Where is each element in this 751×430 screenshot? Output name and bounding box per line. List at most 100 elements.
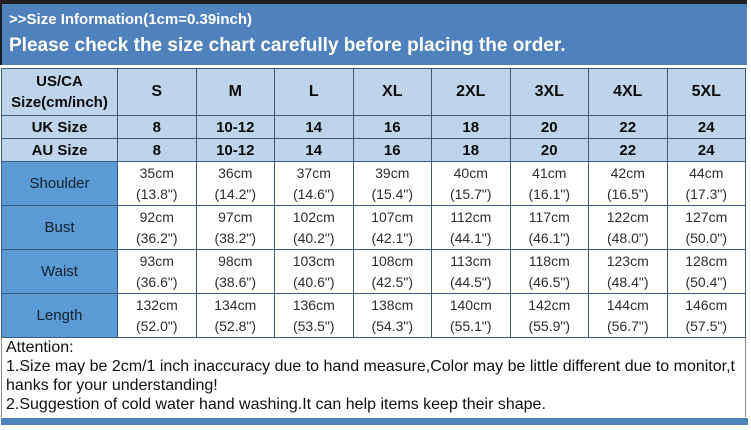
measure-label: Bust <box>1 205 118 250</box>
attention-title: Attention: <box>6 339 74 356</box>
au-size-value: 16 <box>352 138 432 162</box>
cm-value: 97cm <box>218 208 253 225</box>
inch-value: (15.4") <box>371 185 414 202</box>
cm-value: 122cm <box>606 208 649 225</box>
measure-cell: 92cm (36.2") <box>117 205 197 250</box>
measure-row-shoulder: Shoulder 35cm (13.8") 36cm (14.2") 37cm (14… <box>1 161 746 206</box>
banner: >>Size Information(1cm=0.39inch) Please … <box>0 0 747 65</box>
au-size-value: 20 <box>509 138 589 162</box>
size-col-header: S <box>117 68 197 116</box>
size-col-header: 4XL <box>588 68 668 116</box>
measure-cell: 93cm (36.6") <box>117 249 197 294</box>
inch-value: (38.6") <box>214 273 257 290</box>
cm-value: 144cm <box>606 296 649 313</box>
au-size-value: 22 <box>588 138 668 162</box>
measure-cell: 140cm (55.1") <box>431 293 511 338</box>
measure-label: Waist <box>1 249 118 294</box>
inch-value: (48.4") <box>606 273 649 290</box>
corner-header-line2: Size(cm/inch) <box>11 94 108 111</box>
uk-size-label: UK Size <box>1 115 118 139</box>
measure-cell: 123cm (48.4") <box>588 249 668 294</box>
size-col-header: M <box>195 68 275 116</box>
measure-cell: 144cm (56.7") <box>588 293 668 338</box>
measure-cell: 107cm (42.1") <box>352 205 432 250</box>
uk-size-value: 8 <box>117 115 197 139</box>
uk-size-value: 24 <box>666 115 746 139</box>
measure-cell: 122cm (48.0") <box>588 205 668 250</box>
uk-size-value: 16 <box>352 115 432 139</box>
measure-cell: 39cm (15.4") <box>352 161 432 206</box>
measure-cell: 142cm (55.9") <box>509 293 589 338</box>
cm-value: 113cm <box>450 252 492 269</box>
inch-value: (46.1") <box>528 229 571 246</box>
cm-value: 123cm <box>606 252 649 269</box>
measure-cell: 118cm (46.5") <box>509 249 589 294</box>
cm-value: 102cm <box>292 208 335 225</box>
inch-value: (54.3") <box>371 317 414 334</box>
inch-value: (50.4") <box>685 273 728 290</box>
size-col-header: 2XL <box>431 68 511 116</box>
uk-size-value: 10-12 <box>195 115 275 139</box>
measure-cell: 134cm (52.8") <box>195 293 275 338</box>
cm-value: 127cm <box>685 208 728 225</box>
au-size-row: AU Size 8 10-12 14 16 18 20 22 24 <box>1 138 746 162</box>
cm-value: 42cm <box>610 164 645 181</box>
cm-value: 112cm <box>450 208 492 225</box>
cm-value: 40cm <box>453 164 488 181</box>
inch-value: (52.8") <box>214 317 257 334</box>
cm-value: 41cm <box>532 164 567 181</box>
measure-cell: 36cm (14.2") <box>195 161 275 206</box>
cm-value: 107cm <box>371 208 414 225</box>
attention-line: 2.Suggestion of cold water hand washing.… <box>6 395 546 413</box>
measure-cell: 127cm (50.0") <box>666 205 746 250</box>
inch-value: (14.2") <box>214 185 257 202</box>
inch-value: (40.6") <box>292 273 335 290</box>
inch-value: (36.6") <box>135 273 178 290</box>
measure-cell: 112cm (44.1") <box>431 205 511 250</box>
inch-value: (15.7") <box>449 185 492 202</box>
inch-value: (42.5") <box>371 273 414 290</box>
cm-value: 103cm <box>292 252 335 269</box>
measure-label: Shoulder <box>1 161 118 206</box>
measure-cell: 113cm (44.5") <box>431 249 511 294</box>
inch-value: (16.5") <box>606 185 649 202</box>
inch-value: (52.0") <box>135 317 178 334</box>
au-size-value: 8 <box>117 138 197 162</box>
measure-cell: 41cm (16.1") <box>509 161 589 206</box>
uk-size-value: 14 <box>274 115 354 139</box>
measure-cell: 35cm (13.8") <box>117 161 197 206</box>
au-size-value: 18 <box>431 138 511 162</box>
cm-value: 138cm <box>371 296 414 313</box>
cm-value: 35cm <box>139 164 174 181</box>
inch-value: (13.8") <box>135 185 178 202</box>
measure-cell: 138cm (54.3") <box>352 293 432 338</box>
measure-cell: 102cm (40.2") <box>274 205 354 250</box>
inch-value: (44.1") <box>449 229 492 246</box>
au-size-value: 24 <box>666 138 746 162</box>
inch-value: (57.5") <box>685 317 728 334</box>
size-header-row: US/CA Size(cm/inch) S M L XL 2XL 3XL 4XL… <box>1 68 746 116</box>
size-col-header: 3XL <box>509 68 589 116</box>
size-col-header: 5XL <box>666 68 746 116</box>
inch-value: (56.7") <box>606 317 649 334</box>
uk-size-value: 22 <box>588 115 668 139</box>
cm-value: 142cm <box>528 296 571 313</box>
cm-value: 36cm <box>218 164 253 181</box>
au-size-value: 14 <box>274 138 354 162</box>
inch-value: (48.0") <box>606 229 649 246</box>
measure-cell: 44cm (17.3") <box>666 161 746 206</box>
size-col-header: L <box>274 68 354 116</box>
cm-value: 132cm <box>135 296 178 313</box>
banner-title: >>Size Information(1cm=0.39inch) <box>9 11 252 28</box>
attention-section: Attention: 1.Size may be 2cm/1 inch inac… <box>1 338 746 417</box>
cm-value: 128cm <box>685 252 728 269</box>
cm-value: 37cm <box>296 164 331 181</box>
uk-size-value: 20 <box>509 115 589 139</box>
inch-value: (17.3") <box>685 185 728 202</box>
cm-value: 98cm <box>218 252 253 269</box>
measure-cell: 42cm (16.5") <box>588 161 668 206</box>
corner-header-line1: US/CA <box>36 73 83 90</box>
cm-value: 146cm <box>685 296 728 313</box>
cm-value: 44cm <box>689 164 724 181</box>
